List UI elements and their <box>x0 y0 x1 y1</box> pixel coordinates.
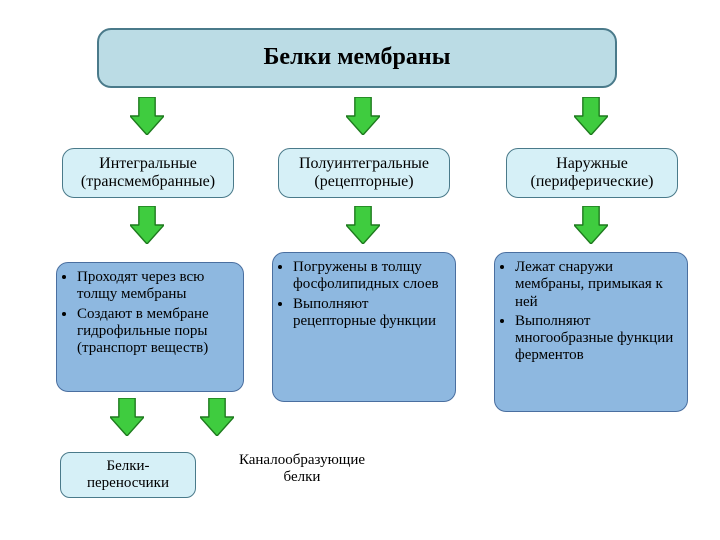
description-list: Лежат снаружи мембраны, примыкая к нейВы… <box>501 259 681 367</box>
description-box-integral_desc: Проходят через всю толщу мембраныСоздают… <box>56 262 244 392</box>
title-text: Белки мембраны <box>264 44 451 72</box>
description-item: Лежат снаружи мембраны, примыкая к ней <box>515 259 681 311</box>
subcategory-box-channel: Каналообразующие белки <box>216 440 388 498</box>
subcategory-label: Белки- переносчики <box>87 458 169 493</box>
arrow-down-icon <box>200 398 234 436</box>
category-box-outer: Наружные (периферические) <box>506 148 678 198</box>
description-list: Погружены в толщу фосфолипидных слоевВып… <box>279 259 449 332</box>
arrow-down-icon <box>346 97 380 135</box>
description-box-outer_desc: Лежат снаружи мембраны, примыкая к нейВы… <box>494 252 688 412</box>
category-label: Интегральные (трансмембранные) <box>81 155 215 192</box>
category-label: Полуинтегральные (рецепторные) <box>299 155 429 192</box>
arrow-down-icon <box>574 97 608 135</box>
description-item: Создают в мембране гидрофильные поры (тр… <box>77 306 237 358</box>
description-item: Выполняют многообразные функции ферменто… <box>515 313 681 365</box>
description-item: Погружены в толщу фосфолипидных слоев <box>293 259 449 294</box>
subcategory-box-carrier: Белки- переносчики <box>60 452 196 498</box>
category-box-semi: Полуинтегральные (рецепторные) <box>278 148 450 198</box>
description-box-semi_desc: Погружены в толщу фосфолипидных слоевВып… <box>272 252 456 402</box>
subcategory-label: Каналообразующие белки <box>239 452 365 487</box>
arrow-down-icon <box>346 206 380 244</box>
category-label: Наружные (периферические) <box>531 155 654 192</box>
arrow-down-icon <box>110 398 144 436</box>
category-box-integral: Интегральные (трансмембранные) <box>62 148 234 198</box>
arrow-down-icon <box>130 206 164 244</box>
arrow-down-icon <box>574 206 608 244</box>
description-item: Выполняют рецепторные функции <box>293 296 449 331</box>
description-list: Проходят через всю толщу мембраныСоздают… <box>63 269 237 359</box>
arrow-down-icon <box>130 97 164 135</box>
title-box: Белки мембраны <box>97 28 617 88</box>
description-item: Проходят через всю толщу мембраны <box>77 269 237 304</box>
